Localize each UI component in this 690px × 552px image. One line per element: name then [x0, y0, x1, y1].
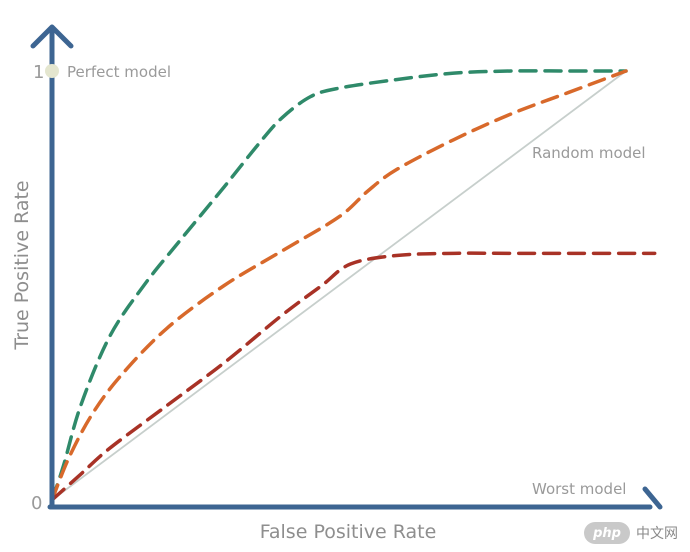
- watermark-text: 中文网: [636, 526, 678, 542]
- y-axis-arrow: [30, 24, 74, 49]
- curve-medium-model: [50, 69, 628, 502]
- curves-layer: [50, 69, 657, 502]
- random-model-label: Random model: [532, 144, 646, 162]
- y-axis-label: True Positive Rate: [11, 180, 33, 350]
- x-axis-arrow: [642, 486, 663, 510]
- x-axis-label: False Positive Rate: [260, 521, 437, 543]
- y-tick-1: 1: [33, 62, 44, 83]
- perfect-model-marker: [45, 64, 59, 78]
- watermark-badge: php: [584, 522, 630, 544]
- random-model-line: [51, 70, 627, 501]
- curve-good-model: [50, 69, 628, 502]
- worst-model-label: Worst model: [532, 480, 626, 498]
- perfect-model-label: Perfect model: [67, 63, 171, 81]
- y-tick-0: 0: [31, 493, 42, 514]
- curve-weak-model: [50, 251, 657, 502]
- watermark: php 中文网: [584, 522, 678, 544]
